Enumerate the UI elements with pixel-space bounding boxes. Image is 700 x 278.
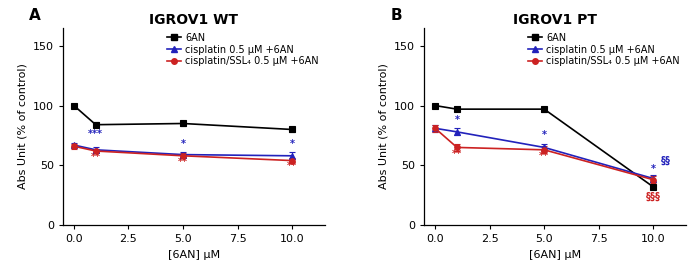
Text: *: *	[542, 130, 547, 140]
Text: §§§: §§§	[646, 191, 661, 201]
Title: IGROV1 PT: IGROV1 PT	[513, 13, 597, 27]
Title: IGROV1 WT: IGROV1 WT	[149, 13, 239, 27]
Legend: 6AN, cisplatin 0.5 μM +6AN, cisplatin/SSL₄ 0.5 μM +6AN: 6AN, cisplatin 0.5 μM +6AN, cisplatin/SS…	[162, 29, 323, 70]
Text: *: *	[181, 139, 186, 149]
Text: **: **	[287, 161, 297, 171]
Text: **: **	[178, 157, 188, 167]
X-axis label: [6AN] μM: [6AN] μM	[168, 250, 220, 260]
Text: **: **	[91, 152, 101, 162]
Text: *: *	[651, 164, 656, 174]
Legend: 6AN, cisplatin 0.5 μM +6AN, cisplatin/SSL₄ 0.5 μM +6AN: 6AN, cisplatin 0.5 μM +6AN, cisplatin/SS…	[524, 29, 684, 70]
Text: **: **	[539, 151, 550, 161]
Text: **: **	[452, 149, 462, 159]
Text: B: B	[390, 8, 402, 23]
Text: *: *	[454, 115, 459, 125]
Text: *: *	[290, 139, 295, 149]
X-axis label: [6AN] μM: [6AN] μM	[529, 250, 581, 260]
Y-axis label: Abs Unit (% of control): Abs Unit (% of control)	[379, 64, 389, 189]
Text: A: A	[29, 8, 41, 23]
Text: ***: ***	[88, 129, 103, 139]
Y-axis label: Abs Unit (% of control): Abs Unit (% of control)	[18, 64, 27, 189]
Text: §§: §§	[662, 155, 671, 165]
